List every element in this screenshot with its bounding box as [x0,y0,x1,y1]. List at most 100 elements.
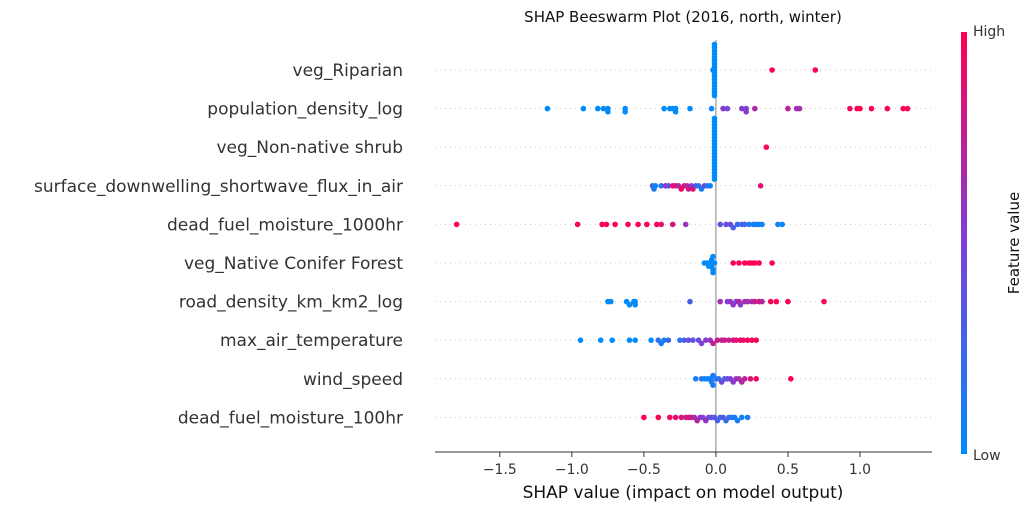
data-point [667,414,673,421]
data-points [453,41,911,424]
feature-rows: veg_Riparian population_density_log veg_No… [34,61,932,428]
data-point [721,337,728,344]
colorbar [961,32,967,454]
data-point [710,269,716,276]
data-point [739,414,745,421]
data-point [698,340,705,347]
data-point [609,337,615,344]
data-point [652,183,659,189]
data-point [812,67,819,73]
data-point [740,337,747,344]
data-point [632,337,638,344]
data-point [785,298,791,305]
data-point [724,105,731,112]
data-point [605,109,611,115]
data-point [868,105,875,112]
data-point [734,417,741,424]
data-point [763,144,770,150]
data-point [692,376,699,382]
data-point [703,337,709,344]
data-point [739,105,745,112]
data-point [756,260,762,266]
data-point [900,105,906,112]
data-point [672,414,679,421]
data-point [453,221,460,228]
data-point [737,302,744,308]
data-point [625,221,631,228]
data-point [711,260,718,266]
x-axis-label: SHAP value (impact on model output) [523,483,844,503]
data-point [730,224,736,231]
data-point [711,176,718,182]
feature-label: surface_downwelling_shortwave_flux_in_ai… [34,177,403,197]
data-point [744,414,751,421]
colorbar-high-label: High [973,24,1005,40]
data-point [577,337,584,344]
x-tick-label: 1.0 [849,462,871,478]
data-point [788,376,794,382]
data-point [767,298,774,305]
data-point [821,298,827,305]
data-point [730,260,736,266]
data-point [744,298,751,305]
data-point [796,105,803,112]
data-point [648,337,654,344]
data-point [711,92,718,99]
chart-title: SHAP Beeswarm Plot (2016, north, winter) [524,8,842,26]
data-point [775,221,781,228]
data-point [597,337,604,344]
data-point [759,221,765,228]
data-point [626,337,633,344]
data-point [779,221,785,228]
data-point [608,298,614,305]
data-point [685,337,692,344]
data-point [690,337,696,344]
feature-label: max_air_temperature [220,331,403,351]
data-point [757,183,764,189]
data-point [759,298,765,305]
data-point [717,221,723,228]
data-point [884,105,891,112]
data-point [669,221,676,228]
x-tick-label: 0.5 [777,462,799,478]
data-point [723,221,729,228]
data-point [654,221,660,228]
data-point [857,105,863,112]
data-point [710,382,716,389]
x-tick-label: −1.5 [483,462,517,478]
data-point [734,221,741,228]
feature-label: veg_Riparian [293,61,403,81]
data-point [612,221,618,228]
data-point [677,337,683,344]
data-point [622,109,628,115]
data-point [687,298,693,305]
data-point [753,337,759,344]
data-point [733,337,739,344]
feature-label: veg_Native Conifer Forest [184,254,403,274]
data-point [655,414,662,421]
x-tick-label: 0.0 [705,462,727,478]
data-point [595,105,601,112]
data-point [720,105,726,112]
data-point [661,337,667,344]
data-point [726,337,732,344]
feature-label: dead_fuel_moisture_100hr [178,408,403,428]
x-tick-label: −0.5 [627,462,661,478]
data-point [544,105,551,112]
data-point [752,105,758,112]
data-point [599,221,605,228]
data-point [707,183,713,189]
data-point [714,337,721,344]
data-point [661,105,667,112]
data-point [665,183,672,189]
data-point [600,105,607,112]
data-point [717,298,723,305]
data-point [752,260,758,266]
data-point [785,105,791,112]
data-point [747,376,754,382]
data-point [682,221,689,228]
data-point [632,302,638,308]
data-point [773,298,780,305]
data-point [644,221,650,228]
